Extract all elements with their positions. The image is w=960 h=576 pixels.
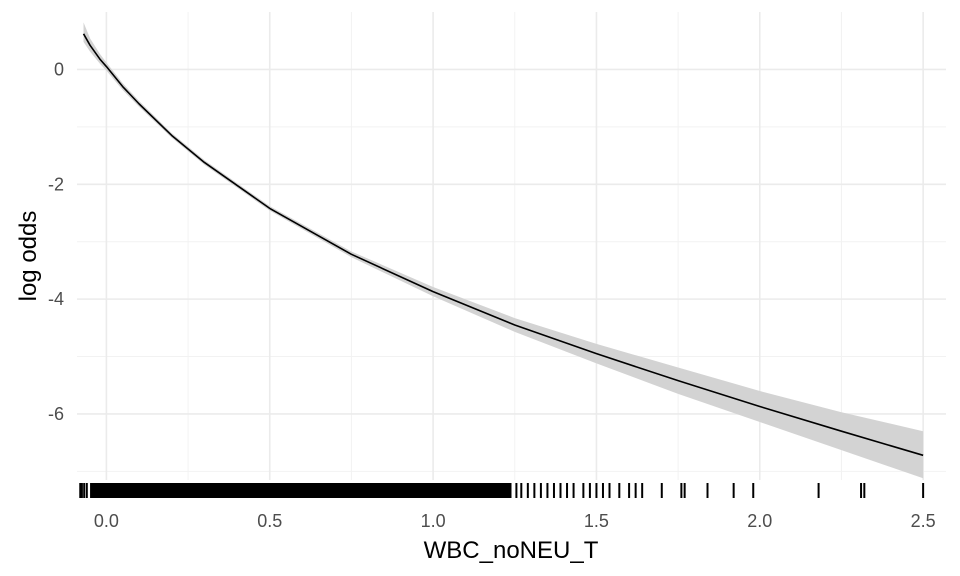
- y-axis-title: log odds: [15, 211, 42, 302]
- minor-gridlines: [77, 12, 946, 480]
- x-tick-label: 2.0: [747, 511, 772, 531]
- x-tick-label: 1.5: [584, 511, 609, 531]
- y-tick-label: -2: [48, 174, 64, 194]
- fit-line-path: [82, 33, 924, 457]
- rug-marks: [79, 483, 925, 498]
- y-tick-label: -4: [48, 289, 64, 309]
- confidence-band: [83, 22, 924, 479]
- fit-line: [82, 33, 924, 457]
- x-tick-labels: 0.0 0.5 1.0 1.5 2.0 2.5: [94, 511, 936, 531]
- x-tick-label: 0.0: [94, 511, 119, 531]
- y-tick-label: 0: [54, 59, 64, 79]
- y-tick-label: -6: [48, 404, 64, 424]
- y-tick-labels: 0 -2 -4 -6: [48, 59, 64, 424]
- x-tick-label: 0.5: [257, 511, 282, 531]
- x-tick-label: 1.0: [421, 511, 446, 531]
- confidence-band-area: [83, 22, 924, 479]
- x-axis-title: WBC_noNEU_T: [424, 537, 599, 564]
- x-tick-label: 2.5: [911, 511, 936, 531]
- rug-dense-block: [90, 483, 512, 498]
